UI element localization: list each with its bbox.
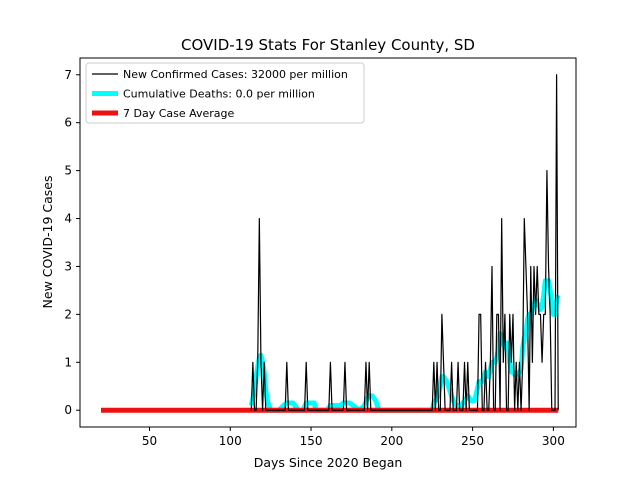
legend-box — [85, 62, 365, 124]
legend-label-3: 7 Day Case Average — [123, 107, 235, 120]
chart-title: COVID-19 Stats For Stanley County, SD — [181, 36, 475, 54]
plot-area: 50 100 150 200 250 300 0 1 2 3 4 5 6 7 — [64, 57, 577, 448]
x-axis-label: Days Since 2020 Began — [254, 455, 403, 470]
series-group — [101, 74, 561, 413]
legend-label-2: Cumulative Deaths: 0.0 per million — [123, 88, 315, 101]
y-tick-label-6: 6 — [64, 116, 72, 130]
x-tick-label-250: 250 — [461, 434, 484, 448]
y-tick-label-0: 0 — [64, 403, 72, 417]
y-tick-label-5: 5 — [64, 164, 72, 178]
y-axis-label: New COVID-19 Cases — [40, 176, 55, 309]
y-tick-label-7: 7 — [64, 68, 72, 82]
legend: New Confirmed Cases: 32000 per million Cu… — [85, 62, 365, 124]
y-tick-label-2: 2 — [64, 307, 72, 321]
x-tick-label-150: 150 — [300, 434, 323, 448]
x-tick-label-300: 300 — [542, 434, 565, 448]
x-tick-label-50: 50 — [142, 434, 157, 448]
y-tick-label-1: 1 — [64, 355, 72, 369]
y-tick-label-4: 4 — [64, 212, 72, 226]
axes-frame — [79, 57, 577, 428]
x-tick-label-200: 200 — [380, 434, 403, 448]
series-line-1 — [250, 74, 559, 411]
legend-label-1: New Confirmed Cases: 32000 per million — [123, 68, 348, 81]
x-tick-label-100: 100 — [219, 434, 242, 448]
y-tick-label-3: 3 — [64, 259, 72, 273]
